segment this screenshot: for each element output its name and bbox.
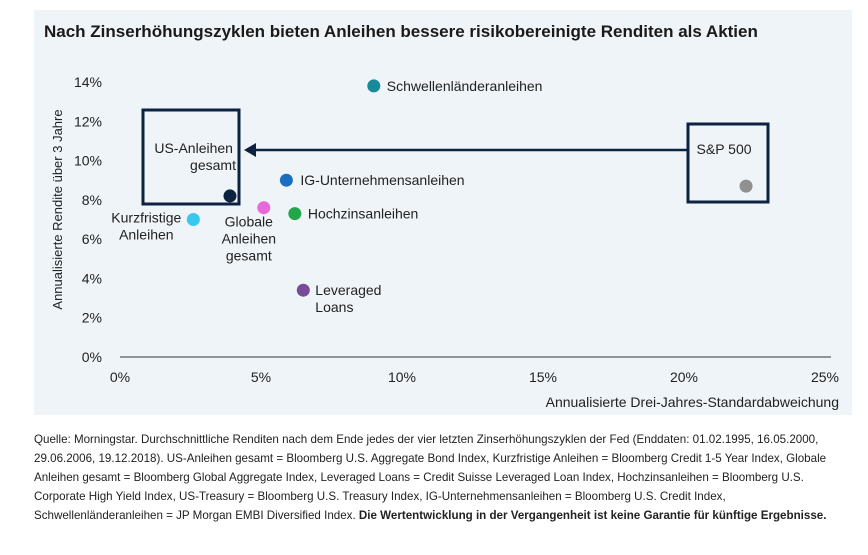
- x-tick-label: 0%: [110, 369, 130, 385]
- data-point: [186, 213, 200, 226]
- y-axis-label: Annualisierte Rendite über 3 Jahre: [50, 109, 65, 309]
- y-tick-label: 8%: [82, 192, 102, 208]
- y-tick-label: 12%: [74, 113, 102, 129]
- data-point: [288, 207, 302, 221]
- scatter-plot: 0% 5% 10% 15% 20% 25% 0% 2% 4% 6% 8% 10% 12% 14% Annua…: [50, 74, 839, 410]
- point-label: US-Anleihen gesamt: [154, 140, 236, 173]
- x-tick-label: 10%: [388, 369, 416, 385]
- point-label: Globale Anleihen gesamt: [222, 214, 277, 264]
- us-bonds-highlight-box: [141, 108, 241, 206]
- disclaimer-text: Die Wertentwicklung in der Vergangenheit…: [358, 509, 827, 522]
- y-tick-label: 4%: [82, 270, 102, 286]
- data-point: [257, 201, 271, 215]
- sp500-highlight-box: [686, 122, 770, 204]
- source-note: Quelle: Morningstar. Durchschnittliche R…: [34, 430, 854, 525]
- x-axis-label: Annualisierte Drei-Jahres-Standardabweic…: [546, 394, 839, 410]
- data-point: [739, 179, 753, 193]
- data-point: [367, 79, 381, 93]
- point-label: Leveraged Loans: [315, 282, 381, 315]
- data-point: [296, 283, 310, 297]
- y-tick-label: 10%: [74, 153, 102, 169]
- point-label: S&P 500: [697, 141, 752, 157]
- data-point: [223, 189, 237, 203]
- comparison-arrow-head: [244, 143, 256, 157]
- point-label: Schwellenländeranleihen: [387, 78, 543, 94]
- point-label: Hochzinsanleihen: [308, 206, 419, 222]
- point-label: Kurzfristige Anleihen: [111, 210, 181, 243]
- x-tick-label: 15%: [529, 369, 557, 385]
- point-label: IG-Unternehmensanleihen: [300, 172, 464, 188]
- y-tick-label: 14%: [74, 74, 102, 90]
- y-tick-label: 0%: [82, 349, 102, 365]
- y-tick-label: 2%: [82, 310, 102, 326]
- x-tick-label: 20%: [670, 369, 698, 385]
- x-tick-label: 5%: [251, 369, 271, 385]
- chart-panel: Nach Zinserhöhungszyklen bieten Anleihen…: [34, 10, 852, 415]
- x-tick-label: 25%: [811, 369, 839, 385]
- data-point: [279, 173, 293, 187]
- y-tick-label: 6%: [82, 231, 102, 247]
- chart-title: Nach Zinserhöhungszyklen bieten Anleihen…: [44, 22, 758, 41]
- source-text: Quelle: Morningstar. Durchschnittliche R…: [34, 433, 827, 522]
